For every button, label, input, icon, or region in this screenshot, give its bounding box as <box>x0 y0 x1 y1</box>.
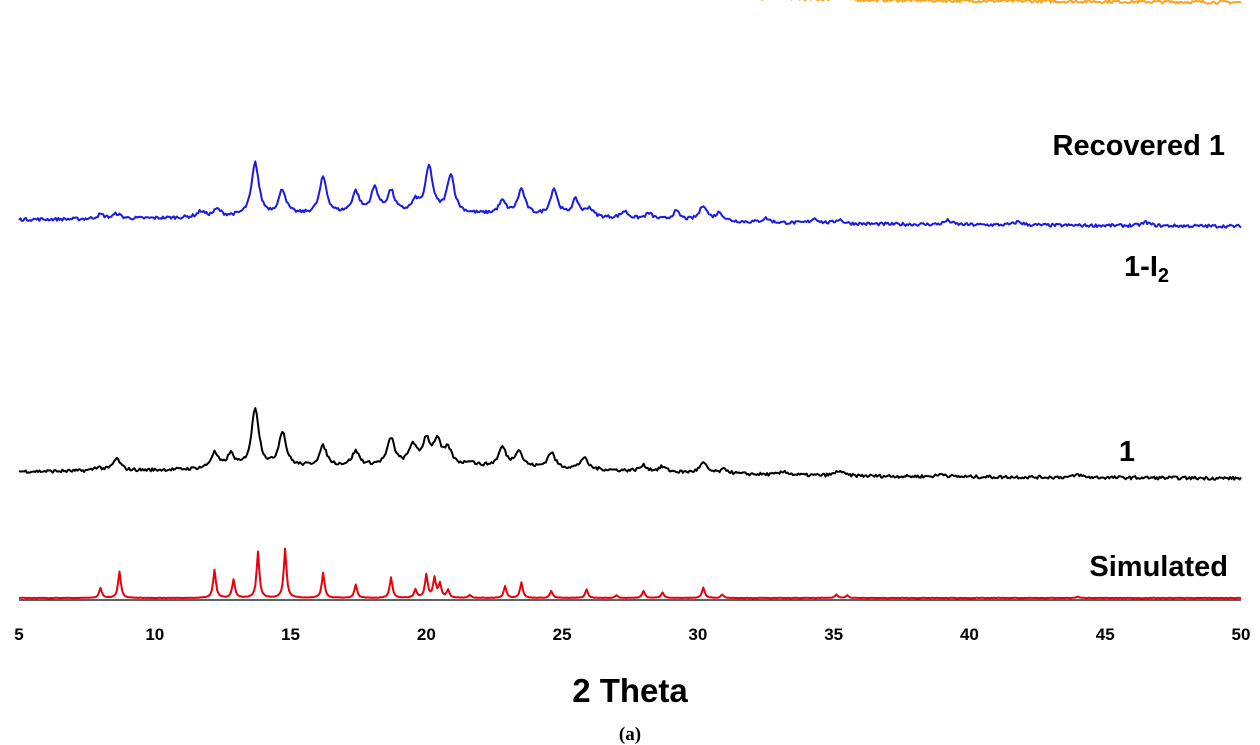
series-line-simulated <box>18 547 1242 600</box>
x-tick-labels: 5 10 15 20 25 30 35 40 45 50 <box>14 625 1250 644</box>
series-label-1: 1 <box>1119 436 1135 468</box>
x-tick-label: 20 <box>417 625 436 644</box>
x-tick-label: 15 <box>281 625 300 644</box>
series-label-recovered-1: Recovered 1 <box>1053 130 1226 162</box>
x-tick-label: 30 <box>688 625 707 644</box>
x-axis-title: 2 Theta <box>572 672 688 709</box>
series-line-1 <box>18 407 1242 481</box>
x-tick-label: 45 <box>1096 625 1115 644</box>
x-tick-label: 50 <box>1232 625 1251 644</box>
x-tick-label: 5 <box>14 625 23 644</box>
figure-caption: (a) <box>619 724 641 745</box>
series-line-recovered-1 <box>750 0 1242 5</box>
series-label-1-i2: 1-I2 <box>1124 251 1169 287</box>
x-tick-label: 40 <box>960 625 979 644</box>
x-tick-label: 35 <box>824 625 843 644</box>
series-line-1-i2 <box>18 160 1242 229</box>
series-labels: Recovered 1 1-I2 1 Simulated <box>1053 130 1229 583</box>
series-layer <box>18 0 1242 600</box>
x-tick-label: 25 <box>553 625 572 644</box>
x-tick-label: 10 <box>145 625 164 644</box>
series-label-simulated: Simulated <box>1089 551 1228 583</box>
